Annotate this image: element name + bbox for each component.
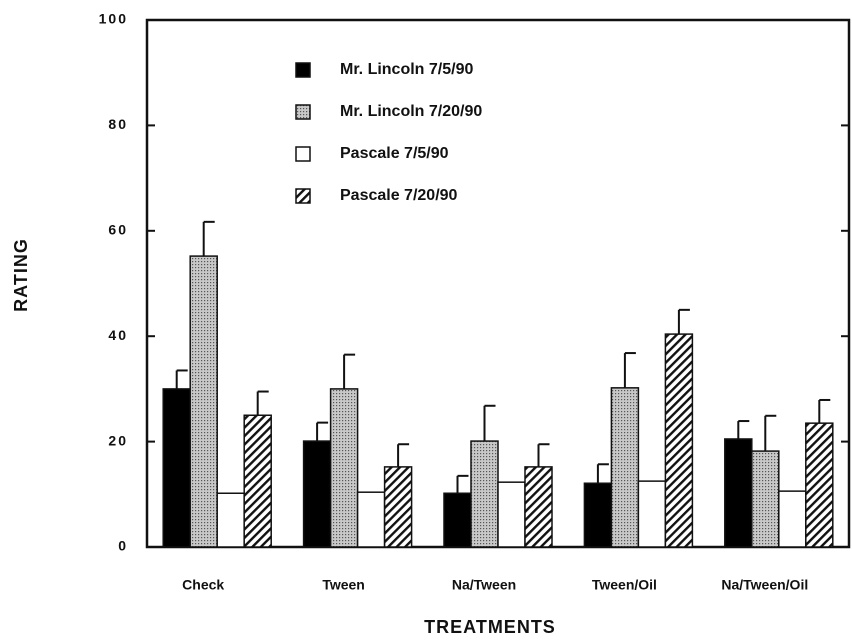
y-tick-label: 60: [108, 222, 128, 238]
bar: [610, 387, 640, 548]
bar: [216, 492, 245, 548]
y-axis-label: RATING: [11, 238, 31, 312]
bar: [243, 414, 272, 548]
x-tick-label: Tween/Oil: [592, 577, 657, 593]
bar: [302, 440, 332, 548]
legend-swatch: [295, 104, 311, 120]
legend-label: Mr. Lincoln 7/20/90: [340, 103, 482, 120]
x-axis-label: TREATMENTS: [424, 617, 556, 637]
bar: [637, 480, 667, 548]
bar: [443, 492, 472, 548]
y-tick-label: 20: [108, 432, 128, 448]
legend-swatch: [295, 62, 311, 78]
y-tick-label: 80: [108, 116, 128, 132]
bar: [664, 333, 694, 548]
legend-swatch: [295, 146, 311, 162]
x-tick-label: Na/Tween/Oil: [721, 577, 808, 593]
bar: [497, 481, 526, 548]
bar: [583, 482, 613, 548]
x-tick-label: Check: [182, 577, 224, 593]
bar: [162, 388, 191, 548]
bar: [724, 438, 753, 548]
bar: [356, 491, 386, 548]
bar: [524, 466, 553, 548]
x-tick-label: Tween: [322, 577, 365, 593]
bar: [383, 466, 413, 548]
bar: [805, 422, 834, 548]
y-tick-label: 40: [108, 327, 128, 343]
bar: [329, 388, 359, 548]
legend-label: Mr. Lincoln 7/5/90: [340, 61, 473, 78]
y-tick-label: 100: [99, 11, 128, 27]
legend-swatch: [295, 188, 311, 204]
bar: [751, 450, 780, 548]
x-tick-label: Na/Tween: [452, 577, 516, 593]
legend-label: Pascale 7/5/90: [340, 145, 449, 162]
legend-label: Pascale 7/20/90: [340, 187, 458, 204]
y-tick-label: 0: [118, 538, 128, 554]
bar: [189, 255, 218, 548]
bar: [778, 490, 807, 548]
bar: [470, 440, 499, 548]
